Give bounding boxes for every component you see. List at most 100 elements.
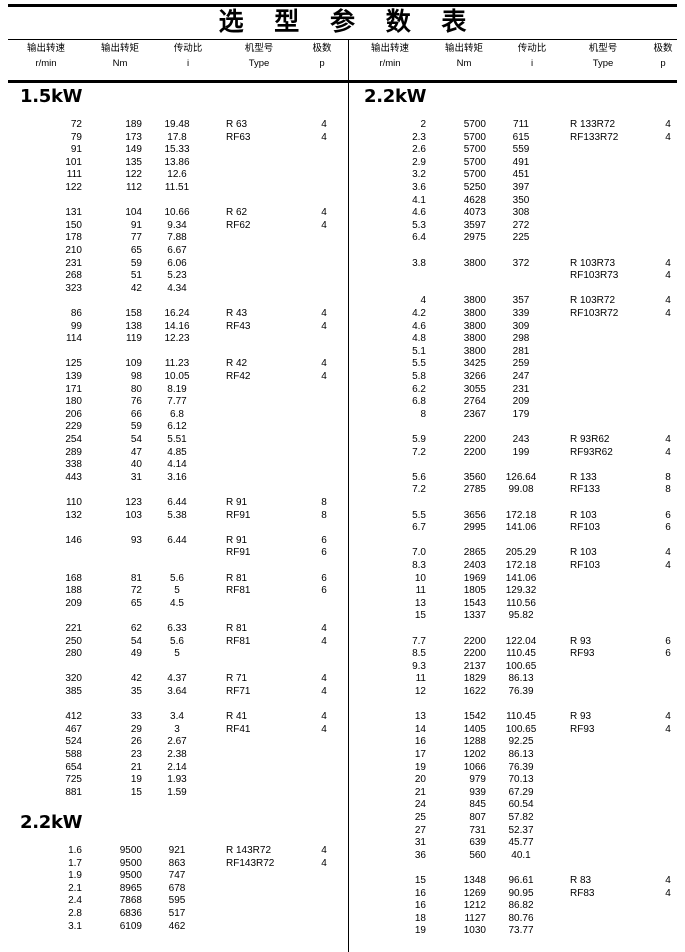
table-row: 881 15 1.59 — [8, 787, 346, 800]
cell-model-type: R 41 — [226, 711, 248, 723]
cell-output-torque: 4628 — [463, 194, 486, 206]
cell-output-torque: 33 — [130, 711, 142, 723]
cell-ratio: 67.29 — [508, 786, 534, 798]
cell-ratio: 12.23 — [164, 333, 190, 345]
table-row: 5.3 3597 272 — [352, 220, 682, 233]
table-row: 2.9 5700 491 — [352, 157, 682, 170]
cell-output-torque: 1543 — [463, 597, 486, 609]
table-row: 4.6 3800 309 — [352, 321, 682, 334]
cell-output-torque: 2865 — [463, 547, 486, 559]
cell-output-speed: 881 — [65, 786, 82, 798]
cell-output-torque: 2764 — [463, 396, 486, 408]
cell-poles: 6 — [665, 635, 671, 647]
cell-output-speed: 24 — [414, 799, 426, 811]
cell-output-torque: 149 — [125, 144, 142, 156]
cell-output-torque: 173 — [125, 131, 142, 143]
spec-group: 412 33 3.4 467 29 3 524 26 2.67 588 23 2.38 654 21 2.1… — [8, 711, 346, 799]
cell-output-speed: 86 — [70, 308, 82, 319]
table-row: 12 1622 76.39 — [352, 686, 682, 699]
cell-ratio: 6.06 — [167, 257, 187, 269]
table-row: 20 979 70.13 — [352, 774, 682, 787]
header-output-torque: 输出转矩 Nm — [444, 43, 483, 69]
cell-ratio: 172.18 — [505, 559, 537, 571]
table-row: 3.8 3800 372 — [352, 258, 682, 271]
cell-ratio: 559 — [512, 144, 530, 156]
cell-ratio: 76.39 — [508, 685, 534, 697]
cell-ratio: 225 — [512, 232, 530, 244]
cell-ratio: 70.13 — [508, 774, 534, 786]
cell-ratio: 678 — [168, 882, 186, 894]
cell-model-type: RF43 — [226, 320, 251, 332]
cell-output-speed: 6.7 — [412, 522, 426, 534]
cell-output-speed: 654 — [65, 761, 82, 773]
cell-model-type: R 43 — [226, 308, 248, 319]
cell-output-speed: 254 — [65, 433, 82, 445]
cell-ratio: 5 — [174, 648, 180, 660]
table-row: 99 138 14.16 — [8, 321, 346, 334]
cell-poles: 4 — [321, 119, 327, 130]
cell-ratio: 3.16 — [167, 471, 187, 483]
cell-output-speed: 180 — [65, 396, 82, 408]
cell-output-torque: 9500 — [119, 870, 142, 882]
cell-ratio: 14.16 — [164, 320, 190, 332]
cell-poles: 4 — [321, 320, 327, 332]
cell-output-torque: 5700 — [463, 131, 486, 143]
cell-output-speed: 25 — [414, 811, 426, 823]
cell-output-torque: 3560 — [463, 471, 486, 483]
cell-output-speed: 725 — [65, 774, 82, 786]
table-row: 7.7 2200 122.04 — [352, 636, 682, 649]
spec-group: 146 93 6.44 R 91 RF91 6 6 — [8, 535, 346, 559]
cell-ratio: 179 — [512, 408, 530, 420]
spec-group: 131 104 10.66 150 91 9.34 178 77 7.88 210 65 6.67 23… — [8, 207, 346, 295]
table-row: 206 66 6.8 — [8, 409, 346, 422]
cell-ratio: 122.04 — [505, 635, 537, 647]
cell-output-speed: 4.2 — [412, 307, 426, 319]
cell-output-torque: 40 — [130, 459, 142, 471]
cell-output-torque: 3656 — [463, 509, 486, 521]
cell-output-torque: 8965 — [119, 882, 142, 894]
cell-model-type: RF42 — [226, 370, 251, 382]
cell-output-speed: 2.4 — [68, 895, 82, 907]
spec-group: 72 189 19.48 79 173 17.8 91 149 15.33 101 135 13.86… — [8, 119, 346, 195]
cell-output-speed: 110 — [66, 497, 82, 508]
cell-output-speed: 8.3 — [412, 559, 426, 571]
cell-poles: 6 — [665, 522, 671, 534]
cell-ratio: 17.8 — [167, 131, 187, 143]
table-row: 8 2367 179 — [352, 409, 682, 422]
cell-ratio: 92.25 — [508, 736, 534, 748]
table-row: 4 3800 357 — [352, 295, 682, 308]
header-output-speed: 输出转速 r/min — [370, 43, 409, 69]
cell-output-torque: 3055 — [463, 383, 486, 395]
cell-output-torque: 76 — [130, 396, 142, 408]
cell-model-type: RF71 — [226, 685, 251, 697]
cell-output-torque: 560 — [469, 849, 486, 861]
cell-output-speed: 139 — [65, 370, 82, 382]
cell-output-speed: 280 — [65, 648, 82, 660]
cell-ratio: 205.29 — [505, 547, 537, 559]
cell-output-torque: 119 — [126, 333, 142, 345]
cell-output-speed: 19 — [414, 925, 426, 937]
table-row: 178 77 7.88 — [8, 232, 346, 245]
cell-output-torque: 939 — [469, 786, 486, 798]
table-row: 268 51 5.23 — [8, 270, 346, 283]
cell-ratio: 100.65 — [505, 723, 537, 735]
cell-poles: 4 — [665, 307, 671, 319]
cell-model-type: R 103R72 — [570, 295, 616, 307]
cell-ratio: 595 — [168, 895, 186, 907]
cell-ratio: 309 — [512, 320, 530, 332]
cell-output-speed: 221 — [65, 623, 82, 634]
cell-output-torque: 62 — [130, 623, 142, 634]
cell-poles: 4 — [321, 673, 327, 685]
cell-output-speed: 13 — [414, 711, 426, 723]
cell-ratio: 231 — [512, 383, 530, 395]
cell-output-torque: 9500 — [119, 845, 142, 856]
header-model-type: 机型号 Type — [244, 43, 274, 69]
cell-output-torque: 2975 — [463, 232, 486, 244]
table-row: 3.1 6109 462 — [8, 921, 346, 934]
cell-output-torque: 2995 — [463, 522, 486, 534]
cell-output-torque: 31 — [130, 471, 142, 483]
cell-output-torque: 807 — [469, 811, 486, 823]
cell-output-torque: 65 — [130, 244, 142, 256]
cell-ratio: 2.38 — [167, 748, 187, 760]
cell-output-speed: 15 — [414, 610, 426, 622]
